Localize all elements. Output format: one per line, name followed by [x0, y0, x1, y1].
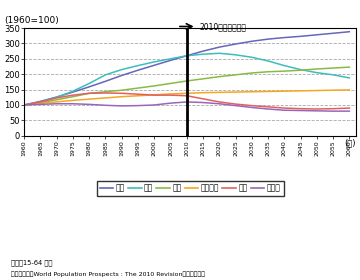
Legend: 世界, 中国, 米国, フランス, 日本, ドイツ: 世界, 中国, 米国, フランス, 日本, ドイツ [96, 181, 284, 196]
Text: (1960=100): (1960=100) [4, 16, 59, 25]
Text: 資料：国連「World Population Prospects : The 2010 Revision」から作成。: 資料：国連「World Population Prospects : The 2… [11, 272, 205, 277]
Text: 2010年以降は予測: 2010年以降は予測 [200, 22, 247, 31]
Text: (年): (年) [344, 138, 356, 147]
Text: 備考：15-64 歳。: 備考：15-64 歳。 [11, 259, 52, 266]
